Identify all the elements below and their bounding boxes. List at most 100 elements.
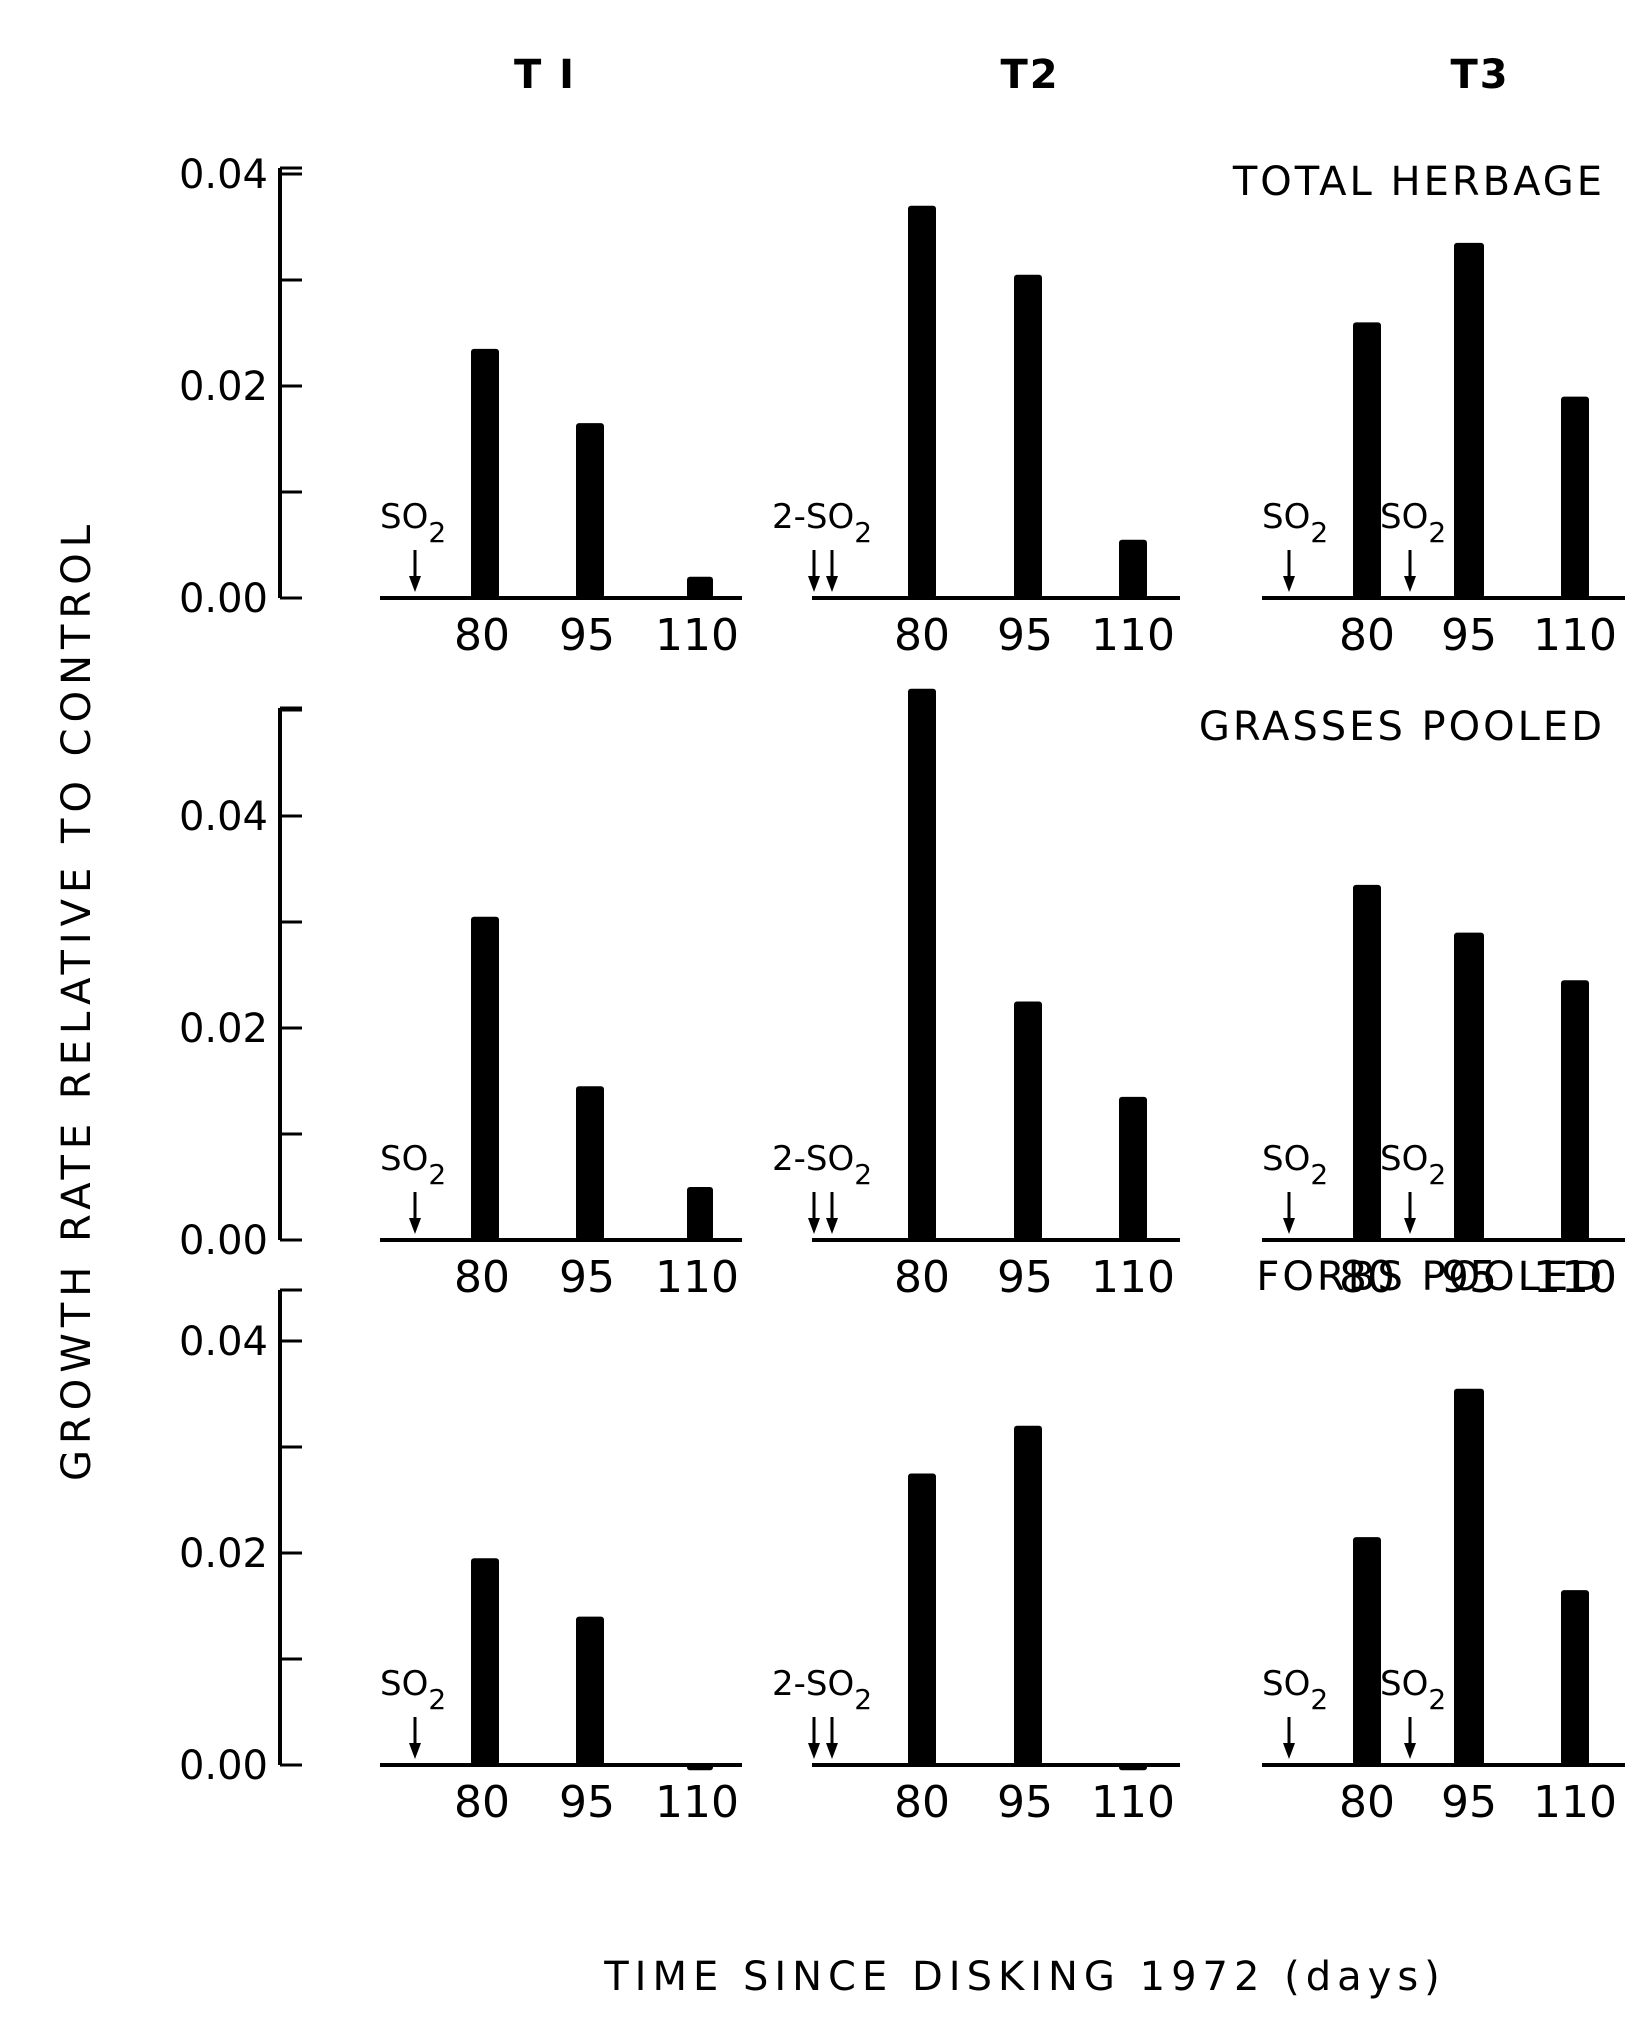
total-herbage-t3-bar-110	[1561, 396, 1589, 598]
grasses-pooled-t2-treatment-label: 2-SO2	[772, 1139, 872, 1191]
forbs-pooled-t3-bar-110	[1561, 1590, 1589, 1765]
forbs-pooled-t3-treatment-arrow-2-head	[1404, 1743, 1416, 1759]
forbs-pooled-ti-x-tick-80: 80	[454, 1777, 510, 1828]
total-herbage-y-tick-label-0.04: 0.04	[179, 152, 268, 198]
chart-layer: TOTAL HERBAGE 0.00 0.02 0.04 80 95 110 SO2 80 95 1…	[179, 152, 1625, 1828]
grasses-pooled-ti-x-tick-110: 110	[655, 1252, 739, 1303]
forbs-pooled-t2-x-tick-80: 80	[894, 1777, 950, 1828]
grasses-pooled-t3-bar-110	[1561, 980, 1589, 1240]
panel-title-grasses-pooled: GRASSES POOLED	[1199, 704, 1605, 750]
grasses-pooled-t3-treatment-arrow-1-head	[1283, 1218, 1295, 1234]
forbs-pooled-t2-bar-80	[908, 1473, 936, 1765]
grasses-pooled-y-tick-label-0.00: 0.00	[179, 1218, 268, 1264]
grasses-pooled-ti-treatment-label: SO2	[380, 1139, 446, 1191]
y-axis-title: GROWTH RATE RELATIVE TO CONTROL	[54, 519, 100, 1481]
forbs-pooled-t3-x-tick-110: 110	[1533, 1777, 1617, 1828]
grasses-pooled-ti-bar-80	[471, 916, 499, 1240]
grasses-pooled-t2-bar-110	[1119, 1096, 1147, 1240]
grasses-pooled-y-tick-label-0.04: 0.04	[179, 794, 268, 840]
total-herbage-t2-x-tick-110: 110	[1091, 610, 1175, 661]
total-herbage-t3-treatment-label-2: SO2	[1380, 497, 1446, 549]
total-herbage-t3-x-tick-80: 80	[1339, 610, 1395, 661]
forbs-pooled-ti-x-tick-95: 95	[559, 1777, 615, 1828]
forbs-pooled-t3-treatment-label-2: SO2	[1380, 1664, 1446, 1716]
grasses-pooled-t3-x-tick-95: 95	[1441, 1252, 1497, 1303]
grasses-pooled-ti-x-tick-95: 95	[559, 1252, 615, 1303]
grasses-pooled-t3-bar-95	[1454, 932, 1484, 1240]
grasses-pooled-t3-treatment-label-2: SO2	[1380, 1139, 1446, 1191]
total-herbage-ti-bar-95	[576, 423, 604, 598]
forbs-pooled-t2-bar-95	[1014, 1425, 1042, 1765]
total-herbage-t2-bar-95	[1014, 274, 1042, 598]
total-herbage-ti-x-tick-95: 95	[559, 610, 615, 661]
total-herbage-t3-bar-80	[1353, 322, 1381, 598]
forbs-pooled-t3-x-tick-80: 80	[1339, 1777, 1395, 1828]
column-title-t2: T2	[1000, 52, 1059, 98]
grasses-pooled-t2-treatment-arrow-2-head	[826, 1218, 838, 1234]
total-herbage-t3-treatment-label-1: SO2	[1262, 497, 1328, 549]
grasses-pooled-t2-x-tick-80: 80	[894, 1252, 950, 1303]
forbs-pooled-ti-bar-80	[471, 1558, 499, 1765]
total-herbage-t3-treatment-arrow-2-head	[1404, 576, 1416, 592]
grasses-pooled-t3-bar-80	[1353, 884, 1381, 1240]
total-herbage-y-tick-label-0.00: 0.00	[179, 576, 268, 622]
total-herbage-ti-treatment-arrow-head	[409, 576, 421, 592]
total-herbage-t2-x-tick-80: 80	[894, 610, 950, 661]
total-herbage-t2-treatment-arrow-2-head	[826, 576, 838, 592]
total-herbage-t2-bar-80	[908, 205, 936, 599]
total-herbage-t3-x-tick-95: 95	[1441, 610, 1497, 661]
grasses-pooled-ti-x-tick-80: 80	[454, 1252, 510, 1303]
forbs-pooled-y-tick-label-0.02: 0.02	[179, 1531, 268, 1577]
forbs-pooled-ti-bar-110	[687, 1765, 713, 1771]
grasses-pooled-ti-bar-95	[576, 1086, 604, 1240]
forbs-pooled-t2-x-tick-110: 110	[1091, 1777, 1175, 1828]
total-herbage-ti-x-tick-110: 110	[655, 610, 739, 661]
forbs-pooled-t2-bar-110	[1119, 1765, 1147, 1771]
forbs-pooled-t2-x-tick-95: 95	[997, 1777, 1053, 1828]
forbs-pooled-y-tick-label-0.00: 0.00	[179, 1743, 268, 1789]
panel-title-total-herbage: TOTAL HERBAGE	[1232, 159, 1605, 205]
total-herbage-ti-bar-110	[687, 576, 713, 598]
total-herbage-ti-treatment-label: SO2	[380, 497, 446, 549]
grasses-pooled-t2-x-tick-95: 95	[997, 1252, 1053, 1303]
forbs-pooled-ti-treatment-label: SO2	[380, 1664, 446, 1716]
forbs-pooled-ti-treatment-arrow-head	[409, 1743, 421, 1759]
grasses-pooled-t3-treatment-label-1: SO2	[1262, 1139, 1328, 1191]
total-herbage-ti-bar-80	[471, 348, 499, 598]
forbs-pooled-t3-treatment-arrow-1-head	[1283, 1743, 1295, 1759]
total-herbage-t2-treatment-label: 2-SO2	[772, 497, 872, 549]
forbs-pooled-t2-treatment-arrow-2-head	[826, 1743, 838, 1759]
column-title-t1: T I	[514, 52, 576, 98]
panel-title-forbs-pooled: FORBS POOLED	[1256, 1254, 1605, 1300]
grasses-pooled-t3-x-tick-110: 110	[1533, 1252, 1617, 1303]
total-herbage-t2-bar-110	[1119, 539, 1147, 598]
total-herbage-t2-treatment-arrow-1-head	[808, 576, 820, 592]
forbs-pooled-ti-x-tick-110: 110	[655, 1777, 739, 1828]
forbs-pooled-t3-bar-80	[1353, 1537, 1381, 1765]
total-herbage-t3-x-tick-110: 110	[1533, 610, 1617, 661]
grasses-pooled-t3-x-tick-80: 80	[1339, 1252, 1395, 1303]
grasses-pooled-t2-bar-80	[908, 688, 936, 1240]
total-herbage-t2-x-tick-95: 95	[997, 610, 1053, 661]
forbs-pooled-t3-treatment-label-1: SO2	[1262, 1664, 1328, 1716]
forbs-pooled-t2-treatment-arrow-1-head	[808, 1743, 820, 1759]
column-title-t3: T3	[1450, 52, 1509, 98]
grasses-pooled-t3-treatment-arrow-2-head	[1404, 1218, 1416, 1234]
forbs-pooled-t3-bar-95	[1454, 1388, 1484, 1765]
grasses-pooled-y-tick-label-0.02: 0.02	[179, 1006, 268, 1052]
forbs-pooled-y-tick-label-0.04: 0.04	[179, 1319, 268, 1365]
forbs-pooled-t2-treatment-label: 2-SO2	[772, 1664, 872, 1716]
grasses-pooled-ti-treatment-arrow-head	[409, 1218, 421, 1234]
x-axis-title: TIME SINCE DISKING 1972 (days)	[603, 1954, 1446, 2000]
grasses-pooled-t2-bar-95	[1014, 1001, 1042, 1240]
total-herbage-y-tick-label-0.02: 0.02	[179, 364, 268, 410]
grasses-pooled-t2-treatment-arrow-1-head	[808, 1218, 820, 1234]
total-herbage-ti-x-tick-80: 80	[454, 610, 510, 661]
forbs-pooled-ti-bar-95	[576, 1616, 604, 1765]
grasses-pooled-t2-x-tick-110: 110	[1091, 1252, 1175, 1303]
total-herbage-t3-treatment-arrow-1-head	[1283, 576, 1295, 592]
forbs-pooled-t3-x-tick-95: 95	[1441, 1777, 1497, 1828]
total-herbage-t3-bar-95	[1454, 242, 1484, 598]
grasses-pooled-ti-bar-110	[687, 1187, 713, 1240]
